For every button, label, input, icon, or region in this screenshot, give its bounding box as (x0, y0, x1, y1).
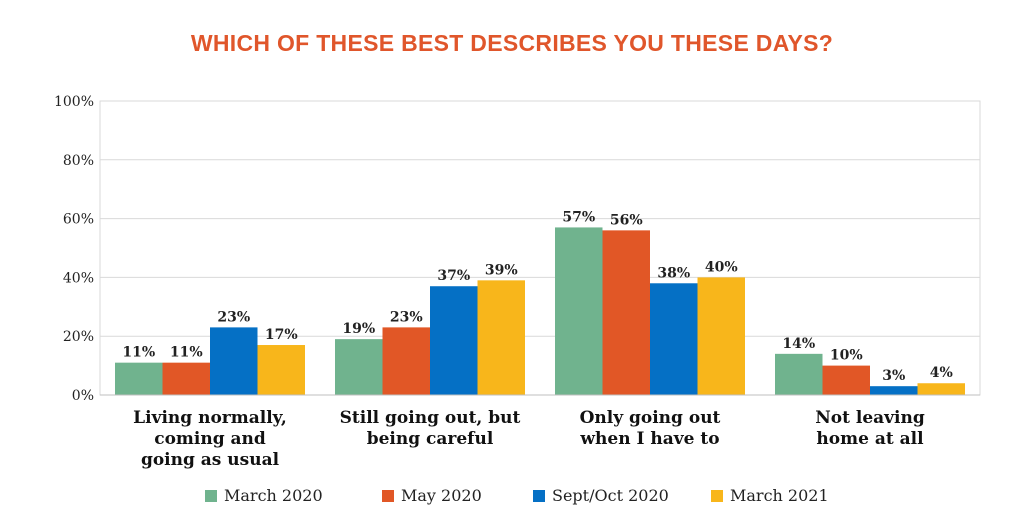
data-label: 3% (882, 368, 905, 384)
legend-label: Sept/Oct 2020 (552, 486, 669, 505)
bar (870, 386, 918, 395)
data-label: 23% (390, 309, 423, 325)
bar (775, 353, 823, 395)
data-label: 38% (657, 265, 690, 281)
y-tick-label: 40% (63, 270, 94, 286)
data-label: 19% (342, 321, 375, 337)
legend-swatch (382, 490, 394, 502)
bar (335, 339, 383, 395)
bar (917, 383, 965, 395)
y-tick-label: 60% (63, 212, 94, 228)
x-category-label: Living normally, coming and going as usual (133, 408, 287, 470)
legend-label: March 2021 (730, 486, 829, 505)
legend-swatch (533, 490, 545, 502)
data-label: 4% (930, 365, 953, 381)
legend-label: March 2020 (224, 486, 323, 505)
y-tick-label: 100% (54, 94, 94, 110)
data-label: 39% (485, 262, 518, 278)
data-labels: 11% 11% 23% 17% 19% 23% 37% 39% 57% 56% 38% 40% 14% 1… (122, 209, 952, 384)
data-label: 56% (610, 212, 643, 228)
legend: March 2020 May 2020 Sept/Oct 2020 March 202… (205, 486, 829, 505)
data-label: 11% (122, 345, 155, 361)
bar (162, 362, 210, 395)
bar (430, 286, 478, 395)
x-category-label: Not leaving home at all (815, 408, 925, 449)
bar (257, 345, 305, 395)
y-tick-label: 0% (72, 388, 94, 404)
bar (650, 283, 698, 395)
bar (602, 230, 650, 395)
x-category-label: Still going out, but being careful (340, 408, 521, 449)
y-tick-label: 20% (63, 329, 94, 345)
data-label: 40% (705, 259, 738, 275)
bars (115, 227, 965, 395)
legend-swatch (205, 490, 217, 502)
axes: 0% 20% 40% 60% 80% 100% Living normally, coming… (54, 94, 980, 470)
bar (697, 277, 745, 395)
bar (115, 362, 163, 395)
bar (382, 327, 430, 395)
bar (822, 365, 870, 395)
bar (210, 327, 258, 395)
data-label: 11% (170, 345, 203, 361)
data-label: 17% (265, 327, 298, 343)
data-label: 14% (782, 336, 815, 352)
data-label: 57% (562, 209, 595, 225)
legend-label: May 2020 (401, 486, 482, 505)
data-label: 23% (217, 309, 250, 325)
legend-swatch (711, 490, 723, 502)
chart-title: WHICH OF THESE BEST DESCRIBES YOU THESE … (190, 30, 834, 56)
data-label: 10% (830, 348, 863, 364)
bar (555, 227, 603, 395)
x-category-label: Only going out when I have to (579, 408, 720, 449)
data-label: 37% (437, 268, 470, 284)
bar (477, 280, 525, 395)
y-tick-label: 80% (63, 153, 94, 169)
